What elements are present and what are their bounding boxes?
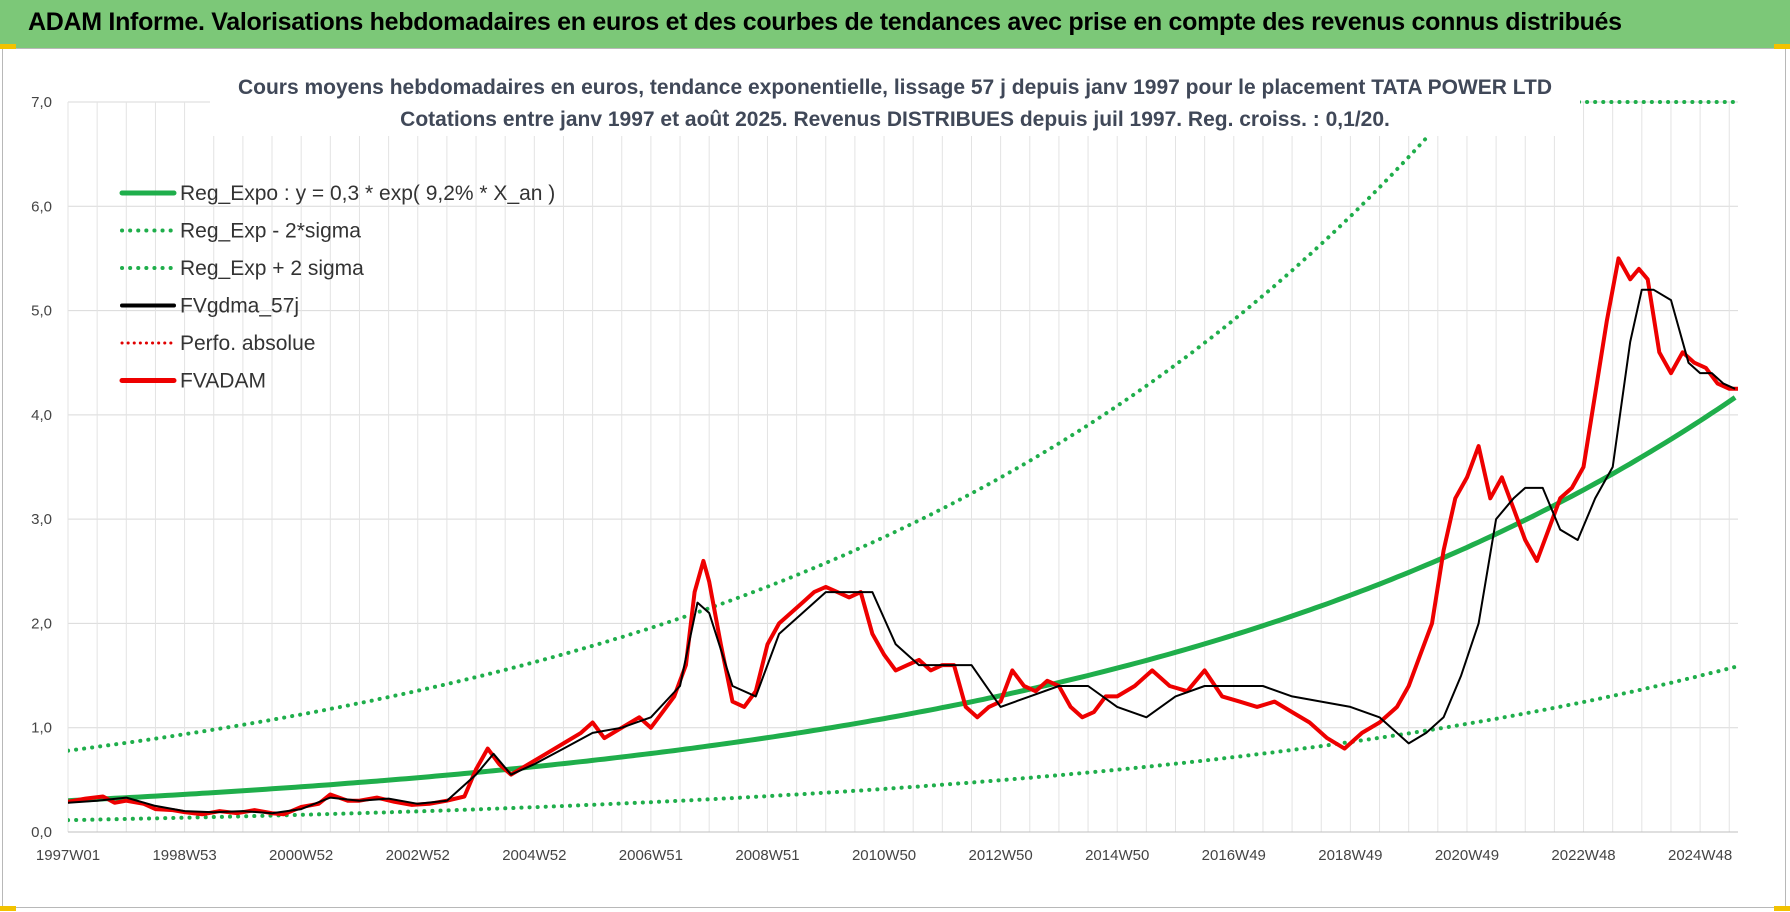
x-tick-label: 2010W50 bbox=[852, 847, 916, 864]
x-tick-label: 2000W52 bbox=[269, 847, 333, 864]
x-tick-label: 2008W51 bbox=[735, 847, 799, 864]
legend-label: FVADAM bbox=[180, 370, 266, 393]
x-tick-label: 2022W48 bbox=[1551, 847, 1615, 864]
lower-band-line bbox=[68, 664, 1738, 823]
y-tick-label: 6,0 bbox=[31, 198, 52, 215]
chart-title-line-2: Cotations entre janv 1997 et août 2025. … bbox=[400, 108, 1390, 131]
x-tick-label: 1997W01 bbox=[36, 847, 100, 864]
y-tick-label: 4,0 bbox=[31, 407, 52, 424]
y-tick-label: 0,0 bbox=[31, 824, 52, 841]
legend-label: Reg_Expo : y = 0,3 * exp( 9,2% * X_an ) bbox=[180, 182, 555, 205]
y-tick-label: 1,0 bbox=[31, 720, 52, 737]
corner-mark-bottom-left bbox=[0, 906, 16, 911]
regression-line bbox=[68, 395, 1737, 804]
fvadam-line bbox=[68, 256, 1738, 817]
x-tick-label: 2016W49 bbox=[1202, 847, 1266, 864]
chart-frame bbox=[2, 48, 1786, 908]
corner-mark-top-left bbox=[0, 44, 16, 49]
x-tick-label: 2006W51 bbox=[619, 847, 683, 864]
legend-label: FVgdma_57j bbox=[180, 295, 299, 318]
corner-mark-top-right bbox=[1774, 44, 1790, 49]
x-tick-label: 1998W53 bbox=[152, 847, 216, 864]
legend-label: Perfo. absolue bbox=[180, 332, 315, 355]
legend-label: Reg_Exp - 2*sigma bbox=[180, 220, 361, 243]
x-tick-label: 2004W52 bbox=[502, 847, 566, 864]
x-tick-label: 2024W48 bbox=[1668, 847, 1732, 864]
chart-title: Cours moyens hebdomadaires en euros, ten… bbox=[210, 72, 1580, 136]
fvgdma-line bbox=[68, 288, 1736, 815]
x-tick-label: 2014W50 bbox=[1085, 847, 1149, 864]
x-tick-label: 2012W50 bbox=[969, 847, 1033, 864]
corner-mark-bottom-right bbox=[1774, 906, 1790, 911]
report-banner: ADAM Informe. Valorisations hebdomadaire… bbox=[0, 0, 1790, 48]
x-tick-label: 2018W49 bbox=[1318, 847, 1382, 864]
x-tick-label: 2020W49 bbox=[1435, 847, 1499, 864]
chart-title-line-1: Cours moyens hebdomadaires en euros, ten… bbox=[237, 76, 1553, 99]
legend-label: Reg_Exp + 2 sigma bbox=[180, 257, 364, 280]
y-tick-label: 7,0 bbox=[31, 94, 52, 111]
y-tick-label: 5,0 bbox=[31, 303, 52, 320]
y-tick-label: 2,0 bbox=[31, 615, 52, 632]
report-title: ADAM Informe. Valorisations hebdomadaire… bbox=[28, 8, 1622, 36]
y-tick-label: 3,0 bbox=[31, 511, 52, 528]
x-tick-label: 2002W52 bbox=[386, 847, 450, 864]
